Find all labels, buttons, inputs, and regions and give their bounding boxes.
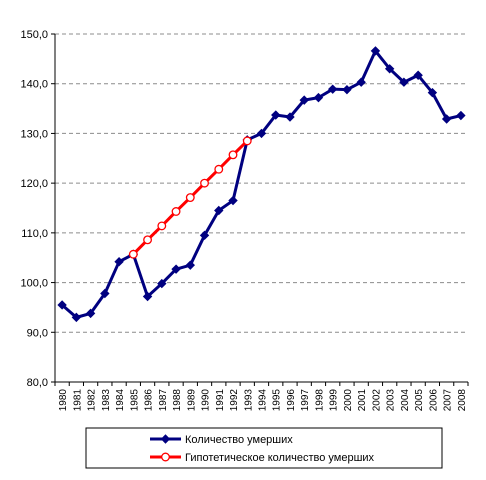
y-tick-label: 150,0: [20, 29, 48, 41]
x-tick-label: 1985: [129, 389, 140, 412]
data-point: [342, 84, 352, 95]
x-tick-label: 2000: [343, 389, 354, 412]
x-tick-label: 2002: [371, 389, 382, 412]
legend-entry: Количество умерших: [150, 434, 293, 446]
legend-marker: [160, 434, 171, 444]
grid-layer: [55, 33, 468, 333]
data-point: [413, 70, 423, 80]
data-point: [142, 291, 153, 302]
legend-marker: [161, 452, 170, 462]
x-tick-label: 1998: [314, 389, 325, 412]
x-tick-label: 1988: [172, 389, 183, 412]
data-point: [157, 221, 167, 231]
x-tick-label: 1987: [158, 389, 169, 412]
data-point: [214, 205, 224, 216]
y-tick-label: 120,0: [20, 178, 48, 190]
data-point: [71, 312, 82, 323]
data-point: [242, 136, 252, 146]
legend-label: Гипотетическое количество умерших: [185, 452, 375, 464]
data-point: [100, 288, 110, 299]
x-tick-label: 1982: [87, 389, 98, 412]
legend-entry: Гипотетическое количество умерших: [150, 452, 375, 464]
x-tick-label: 1992: [229, 389, 240, 412]
x-tick-label: 1986: [144, 389, 155, 412]
y-tick-label: 110,0: [21, 228, 48, 240]
data-point: [185, 193, 195, 203]
y-tick-label: 100,0: [20, 278, 48, 290]
x-tick-label: 1994: [258, 389, 269, 412]
x-tick-label: 1997: [300, 389, 311, 412]
x-tick-label: 1993: [243, 389, 254, 412]
series-line: [61, 49, 462, 319]
data-point: [327, 84, 338, 94]
data-point: [85, 308, 96, 319]
data-point: [185, 260, 196, 270]
x-tick-label: 1981: [72, 389, 83, 412]
data-point: [199, 230, 210, 241]
data-point: [57, 300, 67, 310]
x-tick-label: 1995: [272, 389, 283, 412]
x-tick-label: 2005: [414, 389, 425, 412]
data-point: [285, 112, 295, 122]
x-tick-label: 2004: [400, 389, 411, 412]
data-point: [228, 195, 238, 206]
data-point: [456, 110, 466, 121]
x-tick-label: 1996: [286, 389, 297, 412]
x-tick-label: 1991: [215, 389, 226, 412]
data-point: [427, 87, 438, 98]
x-tick-label: 1983: [101, 389, 112, 412]
data-point: [200, 178, 209, 188]
data-point: [384, 64, 395, 74]
y-tick-label: 130,0: [20, 128, 48, 140]
data-point: [271, 110, 281, 120]
x-tick-label: 1980: [58, 389, 69, 412]
data-point: [228, 150, 238, 160]
x-tick-label: 2006: [428, 389, 439, 412]
legend-label: Количество умерших: [185, 434, 293, 446]
legend-box: [85, 427, 443, 469]
x-tick-label: 1989: [186, 389, 197, 412]
data-point: [441, 114, 452, 124]
data-point: [143, 235, 153, 245]
x-tick-label: 2007: [443, 389, 454, 412]
data-point: [214, 164, 224, 174]
data-point: [356, 77, 366, 87]
x-tick-label: 1999: [329, 389, 340, 412]
y-tick-label: 90,0: [27, 327, 48, 339]
data-point: [128, 249, 138, 259]
legend: Количество умерших Гипотетическое количес…: [85, 427, 443, 469]
x-tick-label: 2003: [386, 389, 397, 412]
x-tick-label: 2001: [357, 389, 368, 412]
data-point: [171, 207, 181, 216]
data-point: [299, 95, 309, 105]
x-tick-label: 2008: [457, 389, 468, 412]
data-point: [114, 256, 124, 267]
data-point: [399, 77, 409, 87]
axis-layer: 80,0 90,0 100,0 110,0 120,0 130,0 140,0 150,0 19…: [20, 29, 469, 412]
data-point: [313, 92, 324, 103]
series-1: [128, 136, 252, 259]
series-layer: [57, 46, 466, 323]
x-tick-label: 1990: [201, 389, 212, 412]
data-point: [370, 46, 381, 56]
series-0: [57, 46, 466, 323]
x-tick-label: 1984: [115, 389, 126, 412]
data-point: [256, 128, 267, 139]
y-tick-label: 140,0: [20, 79, 48, 91]
y-tick-label: 80,0: [27, 377, 48, 389]
data-point: [157, 278, 167, 289]
data-point: [171, 264, 181, 274]
